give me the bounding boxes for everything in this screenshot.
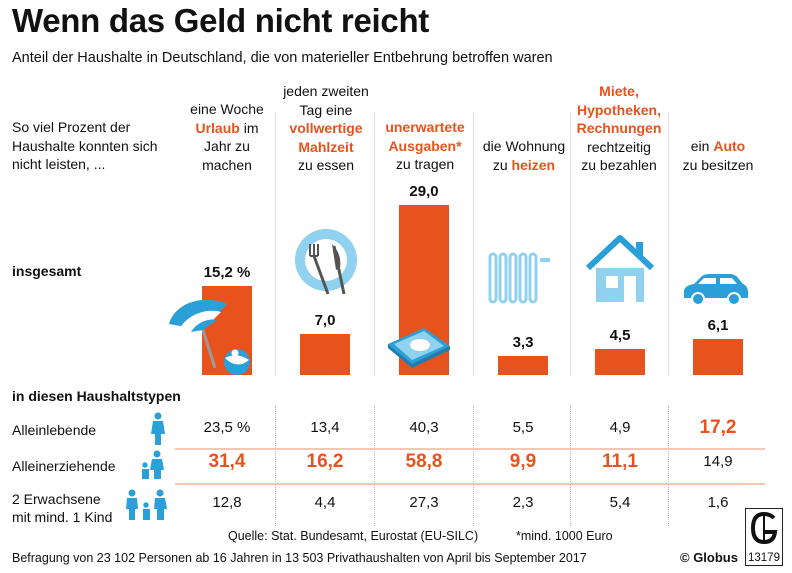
footnote-text: *mind. 1000 Euro bbox=[516, 529, 613, 543]
column-separator bbox=[275, 112, 276, 376]
bar-value-label: 3,3 bbox=[512, 333, 534, 351]
table-column-separator bbox=[473, 406, 475, 526]
column-separator bbox=[473, 112, 474, 376]
table-cell: 2,3 bbox=[512, 494, 534, 511]
bar-value-label: 7,0 bbox=[314, 311, 336, 329]
column-header-ausgaben: unerwartete Ausgaben* zu tragen bbox=[376, 118, 474, 174]
column-header-pre: die Wohnung bbox=[482, 138, 566, 154]
single-parent-icon bbox=[142, 450, 164, 479]
column-header-post: zu tragen bbox=[395, 156, 455, 172]
column-header-highlight: heizen bbox=[511, 156, 556, 173]
column-header-pre: ein bbox=[690, 138, 710, 154]
table-cell: 9,9 bbox=[509, 451, 537, 472]
family-icon bbox=[126, 489, 167, 520]
bar-value-label: 6,1 bbox=[707, 317, 729, 335]
column-header-miete: Miete, Hypotheken, Rechnungen rechtzeitig z… bbox=[570, 82, 668, 175]
bar bbox=[595, 348, 645, 375]
table-cell: 5,5 bbox=[512, 419, 534, 436]
row-label-alleinerziehende: Alleinerziehende bbox=[12, 458, 116, 474]
column-header-pre2: zu bbox=[492, 156, 512, 173]
question-label: So viel Prozent der Haushalte konnten si… bbox=[12, 119, 158, 172]
car-icon bbox=[684, 274, 748, 306]
table-column-separator bbox=[374, 406, 376, 526]
beach-umbrella-icon bbox=[169, 299, 250, 375]
column-header-post: zu besitzen bbox=[682, 156, 754, 173]
table-column-separator bbox=[570, 406, 572, 526]
column-header-highlight: Auto bbox=[713, 138, 746, 154]
table-cell: 13,4 bbox=[310, 419, 340, 436]
bar bbox=[300, 333, 350, 375]
column-header-highlight: Urlaub bbox=[195, 119, 240, 136]
table-cell: 23,5 % bbox=[203, 419, 251, 436]
bar bbox=[693, 339, 743, 375]
bar-value-label: 4,5 bbox=[609, 326, 631, 344]
bar bbox=[498, 355, 548, 375]
single-person-icon bbox=[151, 412, 165, 445]
plate-icon bbox=[295, 229, 357, 295]
column-separator bbox=[374, 112, 375, 376]
radiator-icon bbox=[488, 252, 550, 304]
table-cell: 4,4 bbox=[314, 494, 336, 511]
household-types-label: in diesen Haushaltstypen bbox=[12, 388, 181, 404]
table-cell: 5,4 bbox=[609, 494, 631, 511]
column-separator bbox=[668, 112, 669, 376]
chart-subtitle: Anteil der Haushalte in Deutschland, die… bbox=[12, 50, 553, 66]
house-icon bbox=[585, 235, 655, 302]
table-cell: 40,3 bbox=[409, 419, 439, 436]
methodology-text: Befragung von 23 102 Personen ab 16 Jahr… bbox=[12, 551, 587, 565]
logo-number: 13179 bbox=[748, 552, 780, 564]
column-header-post: rechtzeitig zu bezahlen bbox=[581, 138, 657, 174]
bar-value-label: 15,2 % bbox=[203, 263, 251, 281]
table-cell: 27,3 bbox=[409, 494, 439, 511]
table-row-divider bbox=[175, 448, 765, 450]
table-row-divider bbox=[175, 483, 765, 485]
column-header-pre: eine Woche bbox=[190, 101, 264, 117]
column-header-highlight: Miete, Hypotheken, Rechnungen bbox=[576, 83, 662, 136]
column-header-auto: ein Auto zu besitzen bbox=[668, 137, 768, 174]
column-header-highlight: vollwertige Mahlzeit bbox=[289, 120, 363, 155]
table-cell: 4,9 bbox=[609, 419, 631, 436]
table-cell: 11,1 bbox=[602, 451, 638, 472]
globus-logo: 13179 bbox=[745, 508, 783, 566]
column-header-urlaub: eine Woche Urlaub im Jahr zu machen bbox=[178, 100, 276, 174]
brand-text: © Globus bbox=[680, 550, 738, 565]
source-text: Quelle: Stat. Bundesamt, Eurostat (EU-SI… bbox=[228, 529, 479, 543]
bar-value-label: 29,0 bbox=[409, 183, 439, 200]
globus-g-icon bbox=[750, 511, 778, 545]
column-header-heizen: die Wohnung zu heizen bbox=[474, 137, 574, 174]
row-label-alleinlebende: Alleinlebende bbox=[12, 422, 97, 438]
column-header-pre: jeden zweiten Tag eine bbox=[283, 83, 369, 118]
column-header-post: zu essen bbox=[297, 157, 355, 173]
table-cell: 58,8 bbox=[405, 451, 443, 472]
table-column-separator bbox=[668, 406, 670, 526]
table-cell: 14,9 bbox=[703, 453, 733, 470]
column-header-post: im Jahr zu machen bbox=[202, 119, 259, 173]
total-row-label: insgesamt bbox=[12, 263, 82, 279]
table-cell: 17,2 bbox=[699, 417, 737, 438]
table-cell: 1,6 bbox=[707, 494, 729, 511]
table-cell: 31,4 bbox=[208, 451, 246, 472]
table-column-separator bbox=[275, 406, 277, 526]
table-cell: 12,8 bbox=[212, 494, 242, 511]
column-header-highlight: unerwartete Ausgaben* bbox=[385, 119, 465, 154]
table-cell: 16,2 bbox=[306, 451, 344, 472]
money-stack-icon bbox=[388, 328, 450, 368]
row-label-familie: 2 Erwachsene mit mind. 1 Kind bbox=[12, 491, 113, 525]
column-separator bbox=[570, 112, 571, 376]
column-header-mahlzeit: jeden zweiten Tag eine vollwertige Mahlzei… bbox=[276, 82, 376, 175]
chart-title: Wenn das Geld nicht reicht bbox=[12, 2, 429, 39]
